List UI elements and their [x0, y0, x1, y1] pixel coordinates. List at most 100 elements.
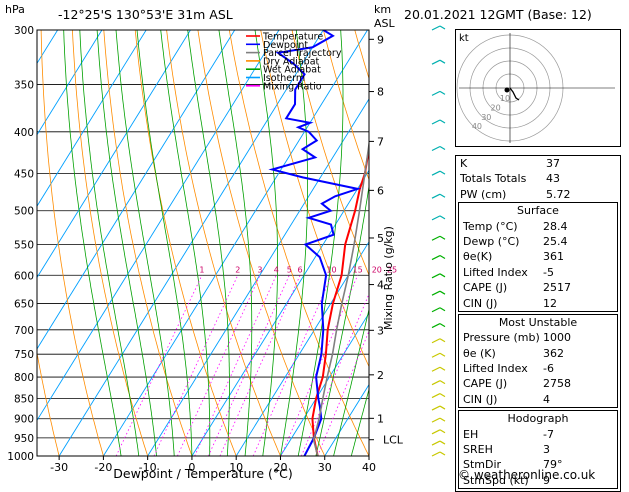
series-line-dewpoint — [268, 30, 362, 456]
mixing-ratio-line — [219, 275, 301, 456]
isotherm-line — [37, 30, 236, 350]
pressure-tick-label: 800 — [14, 372, 34, 384]
hodograph-unit-label: kt — [459, 33, 469, 44]
mixing-ratio-label: 15 — [353, 265, 363, 274]
wind-barb — [431, 273, 446, 279]
dry-adiabat-line — [37, 350, 60, 456]
mixing-ratio-line — [208, 275, 290, 456]
most-unstable-title: Most Unstable — [498, 315, 578, 329]
pressure-tick-label: 1000 — [7, 451, 34, 463]
wind-barb — [431, 440, 446, 446]
index-label: StmDir — [463, 458, 502, 472]
datetime-title: 20.01.2021 12GMT (Base: 12) — [404, 7, 592, 22]
x-tick-label: 30 — [318, 461, 332, 474]
index-label: StmSpd (kt) — [463, 473, 529, 487]
pressure-tick-label: 350 — [14, 80, 34, 92]
isotherm-line — [37, 30, 147, 207]
index-label: θe (K) — [463, 346, 496, 360]
index-value: 2517 — [543, 281, 571, 295]
pressure-tick-label: 300 — [14, 25, 34, 37]
isotherm-line — [0, 30, 13, 456]
isotherm-line — [37, 30, 280, 422]
pressure-tick-label: 550 — [14, 239, 34, 251]
indices-panel: K 37 Totals Totals 43 PW (cm) 5.72 Surface Te… — [455, 155, 621, 492]
wind-barb — [431, 235, 446, 241]
wind-barb — [431, 393, 446, 399]
pressure-tick-label: 900 — [14, 414, 34, 426]
mixing-ratio-line — [177, 275, 261, 456]
plot-frame — [36, 29, 370, 457]
dry-adiabat-line — [40, 30, 104, 456]
wet-adiabat-line — [280, 30, 308, 456]
wet-adiabat-line — [350, 387, 369, 456]
index-value: -6 — [543, 362, 554, 376]
index-row: StmSpd (kt) 9 — [459, 473, 617, 488]
wet-adiabat-line — [96, 30, 157, 456]
index-label: K — [460, 157, 468, 170]
wet-adiabat-line — [115, 30, 175, 456]
pressure-tick-label: 850 — [14, 393, 34, 405]
wet-adiabat-line — [254, 30, 278, 456]
dry-adiabat-line — [103, 30, 193, 456]
mixing-ratio-line — [194, 275, 277, 456]
index-label: PW (cm) — [460, 187, 507, 201]
index-value: 4 — [543, 392, 550, 406]
pressure-tick-label: 750 — [14, 349, 34, 361]
wind-barb — [431, 405, 446, 411]
mixing-ratio-line — [317, 329, 369, 456]
index-value: 3 — [543, 443, 550, 457]
index-label: CAPE (J) — [463, 281, 508, 295]
x-tick-label: -10 — [139, 461, 157, 474]
index-label: CIN (J) — [463, 392, 498, 406]
mixing-ratio-line — [252, 275, 332, 456]
index-label: SREH — [463, 443, 493, 457]
wind-barb — [431, 145, 446, 152]
mixing-ratio-label: 10 — [326, 265, 336, 274]
mixing-ratio-line — [280, 275, 359, 456]
index-row: CAPE (J) 2517 — [459, 280, 617, 295]
wind-barb — [431, 90, 446, 96]
x-tick-label: 20 — [273, 461, 287, 474]
mixing-ratio-label: 4 — [274, 265, 279, 274]
mixing-ratio-line — [115, 275, 203, 456]
index-value: 1000 — [543, 331, 571, 345]
wind-barb — [431, 170, 446, 176]
pressure-unit-label: hPa — [5, 3, 25, 16]
index-label: Lifted Index — [463, 265, 528, 279]
index-value: 37 — [546, 157, 560, 170]
index-row: Temp (°C) 28.4 — [459, 219, 617, 234]
index-row: StmDir 79° — [459, 457, 617, 472]
pressure-tick-label: 450 — [14, 168, 34, 180]
dry-adiabat-line — [322, 30, 369, 181]
dry-adiabat-line — [291, 30, 369, 277]
location-title: -12°25'S 130°53'E 31m ASL — [58, 7, 233, 22]
wind-barb — [431, 307, 446, 313]
hodograph-ring-label: 40 — [472, 122, 482, 131]
index-row: EH -7 — [459, 427, 617, 442]
index-row: CIN (J) 4 — [459, 392, 617, 407]
isotherm-line — [280, 312, 369, 456]
mixing-ratio-label: 20 — [372, 265, 382, 274]
isotherm-line — [235, 240, 369, 456]
wind-barb — [431, 59, 446, 65]
legend-entry: Parcel Trajectory — [263, 48, 342, 59]
hodograph-storm-marker — [504, 87, 510, 93]
km-tick-label: 2 — [377, 369, 384, 382]
asl-unit-label: ASL — [374, 17, 395, 30]
index-row: PW (cm) 5.72 — [456, 187, 620, 202]
index-value: 5.72 — [546, 187, 571, 201]
credit-text: © weatheronline.co.uk — [458, 468, 596, 482]
index-row: θe (K) 362 — [459, 346, 617, 361]
wet-adiabat-line — [297, 30, 344, 456]
wind-barb — [431, 451, 446, 457]
index-row: θe(K) 361 — [459, 249, 617, 264]
mixing-ratio-label: 2 — [235, 265, 240, 274]
index-row: Lifted Index -6 — [459, 361, 617, 376]
pressure-tick-label: 400 — [14, 127, 34, 139]
pressure-tick-label: 600 — [14, 270, 34, 282]
index-label: Pressure (mb) — [463, 331, 540, 345]
x-tick-label: 10 — [229, 461, 243, 474]
pressure-tick-label: 700 — [14, 325, 34, 337]
km-tick-label: 5 — [377, 232, 384, 245]
